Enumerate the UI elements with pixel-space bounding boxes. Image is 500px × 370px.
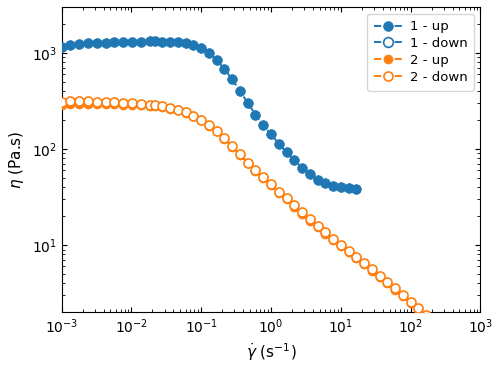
1 - up <box>229 77 235 81</box>
1 - up <box>346 186 352 191</box>
1 - up <box>102 40 108 45</box>
2 - down <box>314 223 320 228</box>
Line: 2 - down: 2 - down <box>57 97 485 366</box>
1 - up <box>167 40 173 44</box>
1 - up <box>322 181 328 185</box>
2 - down <box>299 210 305 215</box>
1 - up <box>222 67 228 71</box>
1 - up <box>292 158 298 163</box>
1 - up <box>58 45 64 49</box>
Line: 2 - up: 2 - up <box>57 99 485 367</box>
1 - up <box>160 39 166 44</box>
2 - down <box>58 100 64 104</box>
2 - down <box>146 102 152 107</box>
2 - up <box>229 144 235 149</box>
1 - up <box>129 40 135 44</box>
Legend: 1 - up, 1 - down, 2 - up, 2 - down: 1 - up, 1 - down, 2 - up, 2 - down <box>368 14 474 91</box>
1 - up <box>260 123 266 127</box>
2 - up <box>299 212 305 216</box>
1 - up <box>138 39 144 44</box>
2 - down <box>354 255 360 259</box>
2 - up <box>146 104 152 108</box>
1 - up <box>76 42 82 46</box>
1 - up <box>206 51 212 55</box>
2 - down <box>229 144 235 148</box>
2 - up <box>322 231 328 236</box>
Line: 1 - up: 1 - up <box>56 37 361 194</box>
1 - up <box>152 39 158 44</box>
1 - up <box>338 185 344 189</box>
2 - up <box>85 101 91 106</box>
1 - up <box>276 141 282 146</box>
1 - up <box>198 46 204 50</box>
1 - up <box>146 39 152 44</box>
1 - up <box>214 58 220 62</box>
1 - up <box>299 165 305 170</box>
2 - down <box>478 360 484 364</box>
X-axis label: $\dot{\gamma}$ (s$^{-1}$): $\dot{\gamma}$ (s$^{-1}$) <box>246 342 296 363</box>
1 - up <box>182 41 188 45</box>
1 - up <box>112 40 117 44</box>
1 - up <box>85 41 91 46</box>
2 - down <box>322 230 328 235</box>
1 - up <box>252 112 258 117</box>
1 - up <box>314 177 320 182</box>
1 - up <box>268 132 274 137</box>
Y-axis label: $\eta$ (Pa.s): $\eta$ (Pa.s) <box>7 131 26 189</box>
2 - up <box>314 225 320 229</box>
1 - up <box>284 150 290 155</box>
1 - up <box>68 43 73 47</box>
1 - up <box>120 40 126 44</box>
1 - up <box>330 184 336 188</box>
2 - down <box>76 99 82 104</box>
2 - up <box>478 360 484 365</box>
1 - up <box>307 172 313 176</box>
1 - up <box>175 40 181 44</box>
2 - up <box>58 102 64 107</box>
1 - up <box>237 89 243 93</box>
1 - up <box>244 101 250 105</box>
1 - up <box>354 187 360 192</box>
1 - up <box>190 42 196 47</box>
2 - up <box>354 256 360 260</box>
1 - up <box>94 41 100 45</box>
